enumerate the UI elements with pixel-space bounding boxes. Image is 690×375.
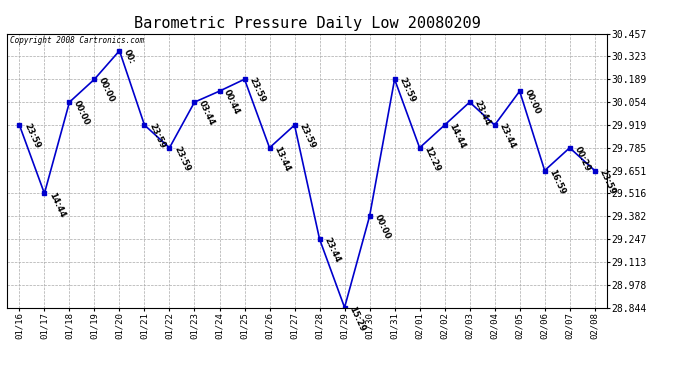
Text: 12:29: 12:29 xyxy=(422,145,442,173)
Text: 00:00: 00:00 xyxy=(522,88,542,116)
Text: 23:59: 23:59 xyxy=(22,122,41,150)
Text: 00:29: 00:29 xyxy=(573,145,592,173)
Title: Barometric Pressure Daily Low 20080209: Barometric Pressure Daily Low 20080209 xyxy=(134,16,480,31)
Text: 00:44: 00:44 xyxy=(222,88,242,116)
Text: 23:59: 23:59 xyxy=(247,76,267,104)
Text: 15:29: 15:29 xyxy=(347,305,367,333)
Text: 00:00: 00:00 xyxy=(373,213,392,241)
Text: 14:44: 14:44 xyxy=(47,190,67,219)
Text: 23:59: 23:59 xyxy=(172,145,192,173)
Text: 03:44: 03:44 xyxy=(197,99,217,127)
Text: 23:44: 23:44 xyxy=(497,122,517,150)
Text: 00:: 00: xyxy=(122,48,137,65)
Text: 23:44: 23:44 xyxy=(322,236,342,264)
Text: 23:59: 23:59 xyxy=(147,122,167,150)
Text: 23:59: 23:59 xyxy=(397,76,417,104)
Text: 23:59: 23:59 xyxy=(598,168,617,196)
Text: 16:59: 16:59 xyxy=(547,168,567,196)
Text: 00:00: 00:00 xyxy=(97,76,117,104)
Text: 23:44: 23:44 xyxy=(473,99,492,128)
Text: Copyright 2008 Cartronics.com: Copyright 2008 Cartronics.com xyxy=(10,36,144,45)
Text: 00:00: 00:00 xyxy=(72,99,92,127)
Text: 13:44: 13:44 xyxy=(273,145,292,173)
Text: 14:44: 14:44 xyxy=(447,122,467,150)
Text: 23:59: 23:59 xyxy=(297,122,317,150)
